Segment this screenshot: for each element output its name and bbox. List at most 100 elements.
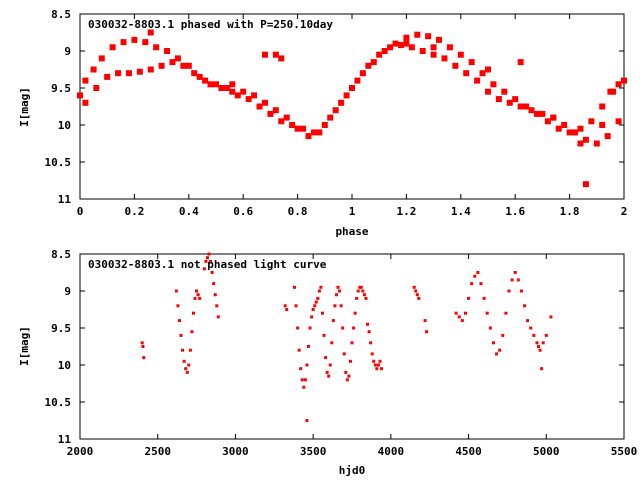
unphased-data-point — [202, 267, 206, 271]
unphased-plot-xlabel: hjd0 — [339, 464, 366, 477]
unphased-data-point — [141, 345, 145, 348]
unphased-data-point — [330, 341, 334, 345]
unphased-data-point — [327, 374, 331, 378]
phased-data-point — [566, 129, 573, 136]
unphased-y-tick-label: 10.5 — [45, 396, 72, 409]
unphased-data-point — [285, 308, 289, 311]
phased-data-point — [392, 40, 399, 47]
phased-x-tick-label: 0.4 — [179, 205, 199, 218]
unphased-plot-frame — [79, 253, 625, 440]
phased-data-point — [294, 125, 301, 132]
phased-data-point — [441, 55, 448, 62]
unphased-data-point — [366, 322, 370, 326]
phased-plot: 0 0.2 0.4 0.6 0.8 1 1.2 1.4 1.6 1.8 2 8.5 9 9.5 10 10.5… — [18, 8, 627, 238]
phased-data-point — [196, 73, 203, 80]
unphased-data-point — [328, 363, 332, 367]
phased-data-point — [572, 129, 579, 136]
unphased-data-point — [510, 278, 514, 282]
unphased-x-tick-label: 4500 — [455, 445, 482, 458]
phased-data-point — [452, 62, 459, 69]
unphased-data-point — [485, 311, 489, 315]
unphased-data-point — [212, 282, 216, 286]
phased-x-tick-label: 2 — [621, 205, 628, 218]
unphased-data-point — [333, 304, 337, 308]
phased-data-point — [607, 88, 614, 95]
phased-x-tick-label: 0.2 — [124, 205, 144, 218]
phased-data-point — [528, 107, 535, 114]
unphased-data-point — [537, 345, 541, 348]
unphased-data-point — [523, 304, 527, 308]
unphased-data-point — [549, 315, 553, 319]
unphased-data-point — [373, 363, 377, 367]
unphased-data-point — [181, 348, 185, 352]
unphased-data-point — [495, 352, 499, 356]
phased-data-point — [457, 51, 464, 58]
phased-x-tick-label: 0 — [77, 205, 84, 218]
phased-data-point — [593, 140, 600, 147]
unphased-data-point — [372, 359, 376, 363]
phased-data-point — [185, 62, 192, 69]
phased-data-point — [604, 133, 611, 140]
phased-y-tick-label: 10 — [58, 119, 71, 132]
unphased-data-point — [417, 296, 421, 300]
unphased-data-point — [375, 367, 379, 371]
phased-data-point — [430, 44, 437, 51]
unphased-y-tick-label: 8.5 — [51, 248, 71, 261]
phased-data-point — [240, 88, 247, 95]
phased-data-point — [338, 99, 345, 106]
unphased-data-point — [362, 293, 366, 297]
unphased-data-point — [338, 289, 342, 293]
phased-data-point — [381, 48, 388, 54]
phased-data-point — [90, 66, 97, 73]
unphased-data-point — [316, 296, 320, 300]
phased-data-point — [577, 140, 584, 147]
phased-data-point — [207, 81, 214, 88]
phased-data-point — [621, 77, 627, 84]
phased-y-tick-label: 9.5 — [51, 82, 71, 95]
unphased-data-point — [470, 282, 474, 286]
unphased-data-point — [294, 304, 298, 308]
unphased-data-point — [347, 374, 351, 378]
unphased-data-point — [476, 271, 480, 274]
unphased-data-point — [359, 285, 363, 289]
unphased-data-point — [414, 289, 418, 293]
phased-data-point — [474, 77, 481, 84]
unphased-data-point — [334, 293, 338, 297]
unphased-data-point — [513, 271, 517, 274]
unphased-data-point — [356, 289, 360, 293]
phased-data-point — [234, 92, 241, 99]
phased-data-point — [300, 125, 307, 132]
phased-data-point — [582, 181, 589, 188]
unphased-data-point — [185, 370, 189, 374]
phased-data-point — [147, 66, 154, 73]
unphased-data-point — [491, 341, 495, 345]
phased-data-point — [544, 118, 551, 125]
phased-data-point — [615, 118, 622, 125]
unphased-x-tick-label: 5500 — [611, 445, 638, 458]
phased-data-point — [278, 118, 285, 125]
phased-data-point — [115, 70, 122, 77]
unphased-data-point — [336, 285, 340, 289]
phased-data-point — [512, 96, 519, 103]
phased-x-tick-label: 1.6 — [505, 205, 525, 218]
phased-data-point — [289, 122, 296, 128]
phased-data-point — [256, 103, 263, 110]
phased-data-point — [479, 70, 486, 77]
unphased-data-point — [322, 333, 326, 337]
unphased-data-point — [210, 271, 214, 274]
unphased-data-point — [376, 363, 380, 367]
phased-x-tick-label: 0.8 — [288, 205, 308, 218]
unphased-data-point — [473, 274, 477, 278]
unphased-data-point — [283, 304, 287, 308]
phased-x-tick-label: 1 — [349, 205, 356, 218]
unphased-data-point — [306, 345, 310, 348]
phased-data-point — [272, 51, 279, 58]
phased-data-point — [436, 36, 443, 43]
unphased-data-point — [467, 296, 471, 300]
phased-data-point — [213, 81, 219, 88]
unphased-data-point — [540, 367, 544, 371]
unphased-data-point — [370, 352, 374, 356]
phased-plot-frame — [79, 13, 625, 200]
unphased-data-point — [380, 367, 384, 371]
